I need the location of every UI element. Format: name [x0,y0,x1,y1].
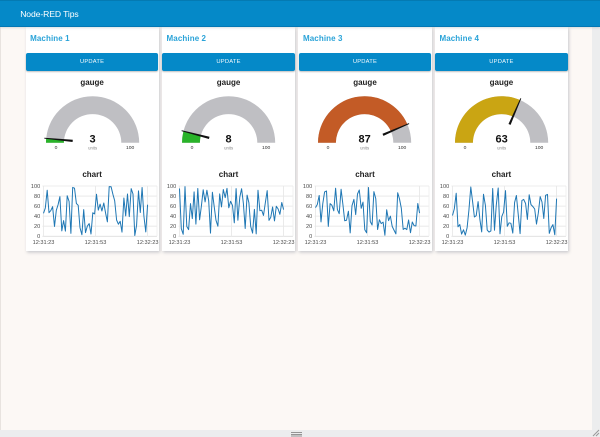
svg-text:12:31:23: 12:31:23 [441,240,463,246]
svg-text:0: 0 [54,145,57,151]
svg-text:100: 100 [303,184,312,190]
svg-text:40: 40 [170,214,176,220]
svg-text:100: 100 [398,145,407,151]
svg-text:60: 60 [443,204,449,210]
svg-text:100: 100 [262,145,271,151]
svg-text:3: 3 [89,134,95,146]
svg-text:60: 60 [33,204,39,210]
svg-text:40: 40 [443,214,449,220]
svg-text:0: 0 [446,234,449,240]
svg-text:0: 0 [37,234,40,240]
svg-text:40: 40 [33,214,39,220]
svg-text:80: 80 [33,194,39,200]
svg-text:80: 80 [443,194,449,200]
svg-text:80: 80 [170,194,176,200]
svg-text:units: units [360,145,369,150]
svg-text:units: units [224,145,233,150]
svg-text:40: 40 [306,214,312,220]
svg-text:12:31:23: 12:31:23 [32,240,54,246]
svg-text:87: 87 [359,134,371,146]
svg-text:12:32:23: 12:32:23 [546,240,568,246]
svg-text:12:31:23: 12:31:23 [169,240,191,246]
svg-text:0: 0 [327,145,330,151]
svg-text:100: 100 [30,184,39,190]
svg-text:12:31:53: 12:31:53 [494,240,516,246]
svg-text:0: 0 [173,234,176,240]
svg-text:12:32:23: 12:32:23 [273,240,295,246]
svg-text:100: 100 [535,145,544,151]
svg-text:0: 0 [309,234,312,240]
svg-text:100: 100 [167,184,176,190]
svg-text:12:32:23: 12:32:23 [409,240,431,246]
svg-text:20: 20 [443,224,449,230]
svg-text:units: units [88,145,97,150]
svg-text:0: 0 [463,145,466,151]
svg-text:60: 60 [306,204,312,210]
svg-text:100: 100 [126,145,135,151]
svg-text:0: 0 [191,145,194,151]
svg-text:12:31:53: 12:31:53 [221,240,243,246]
svg-text:units: units [497,145,506,150]
svg-text:80: 80 [306,194,312,200]
svg-text:8: 8 [225,134,231,146]
svg-text:60: 60 [170,204,176,210]
svg-text:12:31:53: 12:31:53 [84,240,106,246]
svg-text:20: 20 [170,224,176,230]
svg-text:12:32:23: 12:32:23 [136,240,158,246]
svg-text:20: 20 [306,224,312,230]
svg-text:12:31:23: 12:31:23 [305,240,327,246]
svg-text:12:31:53: 12:31:53 [357,240,379,246]
svg-text:100: 100 [440,184,449,190]
svg-text:63: 63 [495,134,507,146]
svg-text:20: 20 [33,224,39,230]
